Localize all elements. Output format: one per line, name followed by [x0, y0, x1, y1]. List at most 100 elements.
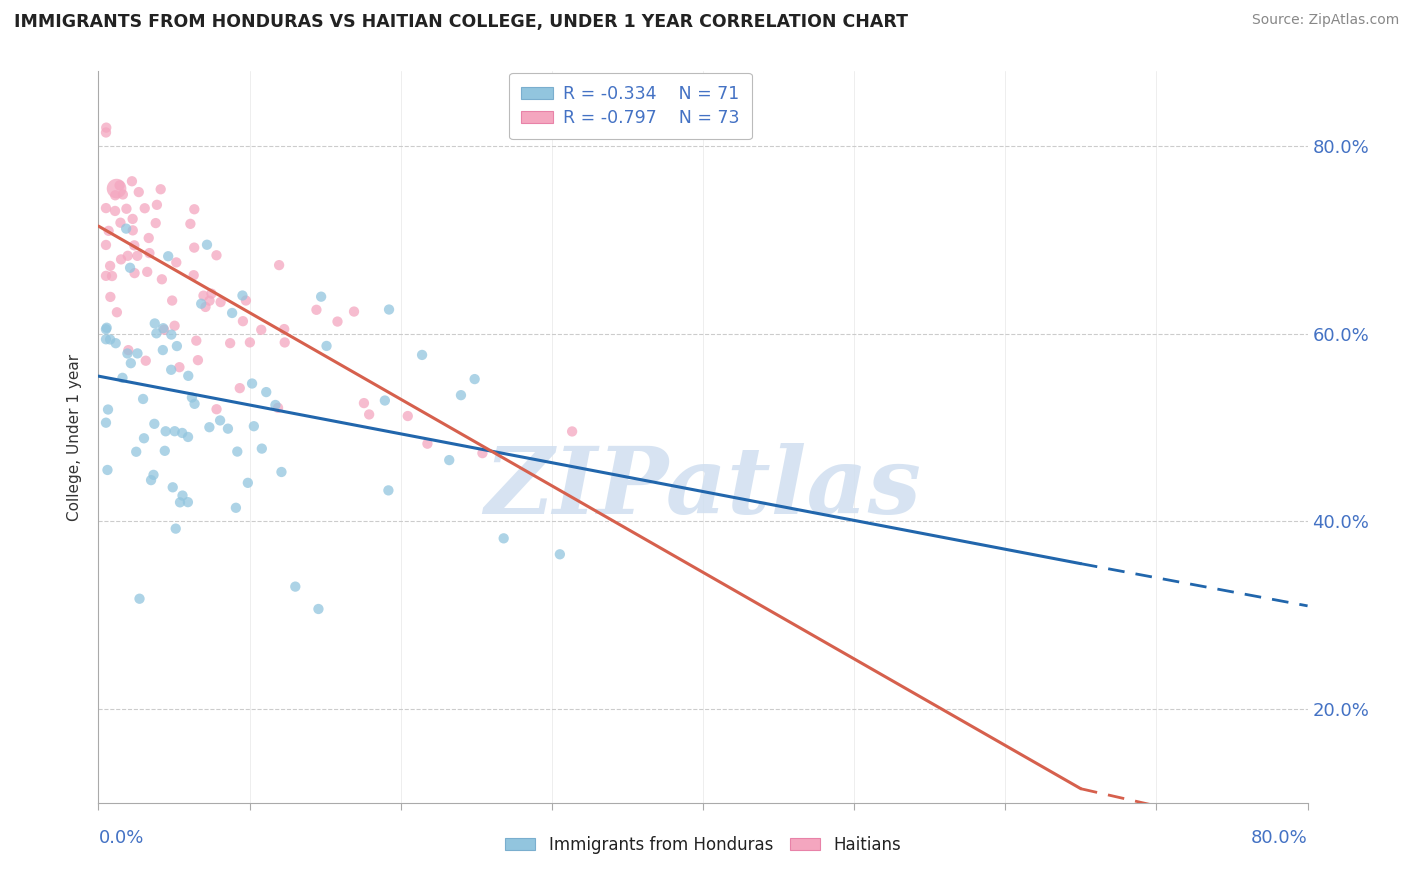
Point	[179, 217, 201, 231]
Point	[229, 381, 252, 395]
Point	[250, 442, 273, 456]
Point	[111, 187, 134, 202]
Point	[162, 480, 184, 494]
Point	[132, 392, 155, 406]
Point	[105, 181, 128, 195]
Point	[273, 322, 295, 336]
Point	[471, 446, 494, 460]
Point	[94, 201, 117, 215]
Text: 0.0%: 0.0%	[98, 829, 143, 847]
Text: 80.0%: 80.0%	[1251, 829, 1308, 847]
Point	[221, 306, 243, 320]
Point	[115, 202, 138, 216]
Point	[183, 397, 205, 411]
Point	[117, 249, 139, 263]
Point	[153, 443, 176, 458]
Point	[150, 272, 173, 286]
Point	[110, 216, 132, 230]
Point	[98, 259, 121, 273]
Point	[177, 495, 200, 509]
Point	[120, 356, 142, 370]
Point	[117, 343, 139, 358]
Text: ZIPatlas: ZIPatlas	[485, 443, 921, 533]
Point	[254, 385, 277, 400]
Point	[97, 224, 120, 238]
Point	[315, 339, 337, 353]
Point	[157, 249, 180, 263]
Point	[561, 425, 583, 439]
Point	[105, 305, 128, 319]
Text: Source: ZipAtlas.com: Source: ZipAtlas.com	[1251, 13, 1399, 28]
Point	[138, 246, 160, 260]
Point	[117, 346, 139, 360]
Point	[94, 322, 117, 336]
Point	[240, 376, 263, 391]
Point	[104, 188, 127, 202]
Point	[163, 424, 186, 438]
Point	[416, 436, 439, 450]
Point	[97, 402, 120, 417]
Point	[307, 602, 329, 616]
Point	[115, 221, 138, 235]
Point	[205, 402, 228, 417]
Point	[134, 201, 156, 215]
Point	[139, 473, 162, 487]
Point	[231, 288, 253, 302]
Point	[219, 336, 242, 351]
Point	[155, 424, 177, 438]
Point	[165, 522, 187, 536]
Point	[209, 295, 232, 310]
Point	[396, 409, 419, 423]
Point	[250, 323, 273, 337]
Point	[166, 339, 188, 353]
Point	[94, 268, 117, 283]
Point	[94, 416, 117, 430]
Point	[274, 335, 297, 350]
Point	[239, 335, 262, 350]
Point	[110, 252, 132, 267]
Point	[138, 231, 160, 245]
Point	[183, 241, 205, 255]
Point	[236, 475, 259, 490]
Point	[343, 304, 366, 318]
Point	[264, 398, 287, 412]
Point	[145, 326, 167, 341]
Point	[124, 266, 146, 280]
Point	[163, 318, 186, 333]
Point	[439, 453, 461, 467]
Point	[172, 425, 194, 440]
Point	[124, 238, 146, 252]
Point	[127, 346, 149, 360]
Point	[121, 223, 143, 237]
Point	[326, 314, 349, 328]
Point	[169, 495, 191, 509]
Point	[411, 348, 433, 362]
Point	[284, 580, 307, 594]
Point	[305, 302, 328, 317]
Point	[153, 323, 176, 337]
Point	[146, 198, 169, 212]
Point	[225, 500, 247, 515]
Point	[267, 401, 290, 415]
Point	[94, 238, 117, 252]
Point	[111, 371, 134, 385]
Point	[101, 268, 124, 283]
Point	[108, 178, 131, 193]
Point	[120, 260, 142, 275]
Point	[205, 248, 228, 262]
Point	[492, 532, 515, 546]
Point	[128, 591, 150, 606]
Point	[217, 422, 239, 436]
Point	[198, 293, 221, 308]
Point	[149, 182, 172, 196]
Point	[165, 255, 187, 269]
Point	[195, 237, 218, 252]
Point	[269, 258, 291, 272]
Point	[198, 420, 221, 434]
Point	[160, 293, 183, 308]
Point	[143, 317, 166, 331]
Point	[209, 413, 232, 427]
Point	[193, 288, 215, 302]
Point	[142, 467, 165, 482]
Point	[96, 120, 118, 135]
